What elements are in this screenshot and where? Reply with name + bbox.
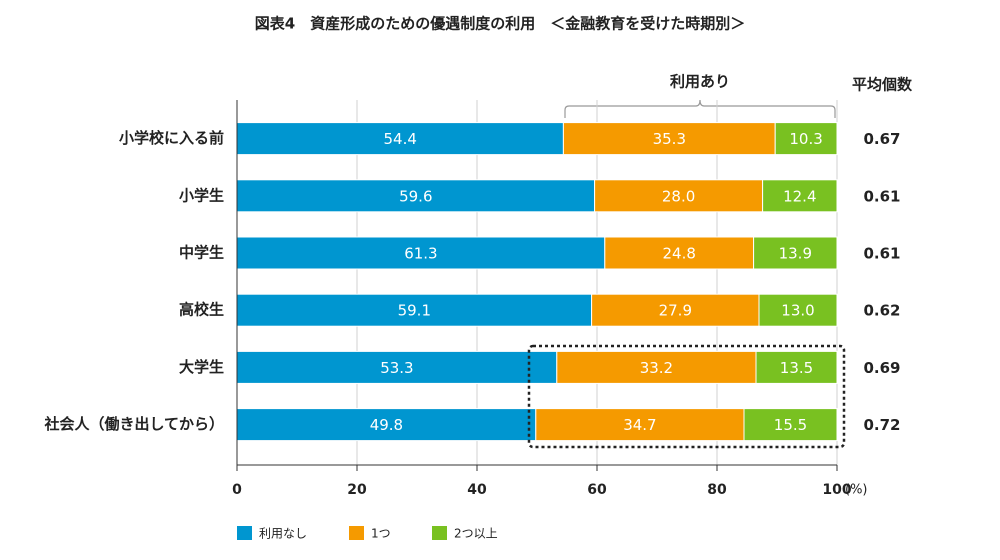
value-label: 53.3 bbox=[380, 359, 413, 377]
value-label: 12.4 bbox=[783, 187, 816, 205]
legend-label: 2つ以上 bbox=[454, 527, 498, 541]
grid bbox=[356, 100, 838, 465]
value-label: 59.1 bbox=[398, 302, 431, 320]
average-value: 0.69 bbox=[863, 359, 900, 377]
value-label: 61.3 bbox=[404, 245, 437, 263]
value-label: 59.6 bbox=[399, 187, 432, 205]
bar-segment bbox=[594, 179, 764, 213]
legend-swatch bbox=[237, 526, 252, 540]
legend-label: 1つ bbox=[371, 527, 391, 541]
y-tick-label: 小学生 bbox=[179, 186, 224, 204]
legend-swatch bbox=[432, 526, 447, 540]
bar-segment bbox=[755, 350, 838, 384]
average-value: 0.61 bbox=[863, 187, 900, 205]
value-label: 34.7 bbox=[623, 416, 656, 434]
x-tick-label: 40 bbox=[467, 482, 487, 498]
y-tick-label: 高校生 bbox=[179, 301, 224, 319]
x-tick-label: 0 bbox=[232, 482, 242, 498]
bar-segment bbox=[535, 408, 745, 442]
value-label: 10.3 bbox=[789, 130, 822, 148]
y-tick-label: 大学生 bbox=[179, 358, 224, 376]
average-value: 0.72 bbox=[863, 416, 900, 434]
value-label: 54.4 bbox=[383, 130, 416, 148]
value-label: 13.5 bbox=[780, 359, 813, 377]
legend: 利用なし 1つ 2つ以上 bbox=[237, 526, 498, 541]
y-tick-label: 社会人（働き出してから） bbox=[43, 415, 224, 433]
chart-title: 図表4 資産形成のための優遇制度の利用 ＜金融教育を受けた時期別＞ bbox=[255, 15, 745, 33]
x-tick-label: 20 bbox=[347, 482, 367, 498]
average-value: 0.61 bbox=[863, 245, 900, 263]
value-label: 49.8 bbox=[370, 416, 403, 434]
bar-segment bbox=[762, 179, 838, 213]
bars: 小学校に入る前 54.4 35.3 10.3 0.67 小学生 59.6 28.0 12.4 0.… bbox=[43, 122, 901, 442]
x-tick-label: 80 bbox=[707, 482, 727, 498]
bar-segment bbox=[743, 408, 838, 442]
average-value: 0.67 bbox=[863, 130, 900, 148]
value-label: 27.9 bbox=[659, 302, 692, 320]
bar-segment bbox=[236, 236, 606, 270]
legend-label: 利用なし bbox=[259, 527, 307, 541]
x-tick-label: 60 bbox=[587, 482, 607, 498]
bar-segment bbox=[758, 293, 838, 327]
bar-segment bbox=[236, 122, 564, 156]
annotation: 利用あり bbox=[670, 73, 730, 91]
value-label: 13.9 bbox=[779, 245, 812, 263]
x-unit: (%) bbox=[845, 483, 868, 498]
highlight-box bbox=[527, 344, 846, 449]
value-label: 35.3 bbox=[653, 130, 686, 148]
value-label: 13.0 bbox=[781, 302, 814, 320]
axis: 0 20 40 60 80 100(%) bbox=[232, 100, 868, 498]
y-tick-label: 中学生 bbox=[179, 244, 224, 262]
value-label: 33.2 bbox=[640, 359, 673, 377]
average-header: 平均個数 bbox=[852, 76, 913, 94]
bar-segment bbox=[774, 122, 838, 156]
bar-segment bbox=[753, 236, 838, 270]
value-label: 15.5 bbox=[774, 416, 807, 434]
y-tick-label: 小学校に入る前 bbox=[119, 129, 224, 147]
bar-segment bbox=[591, 293, 760, 327]
average-value: 0.62 bbox=[863, 302, 900, 320]
legend-swatch bbox=[349, 526, 364, 540]
brace bbox=[564, 99, 836, 118]
bar-segment bbox=[562, 122, 776, 156]
value-label: 24.8 bbox=[662, 245, 695, 263]
bar-segment bbox=[236, 408, 537, 442]
x-tick-label: 100 bbox=[822, 482, 851, 498]
value-label: 28.0 bbox=[662, 187, 695, 205]
